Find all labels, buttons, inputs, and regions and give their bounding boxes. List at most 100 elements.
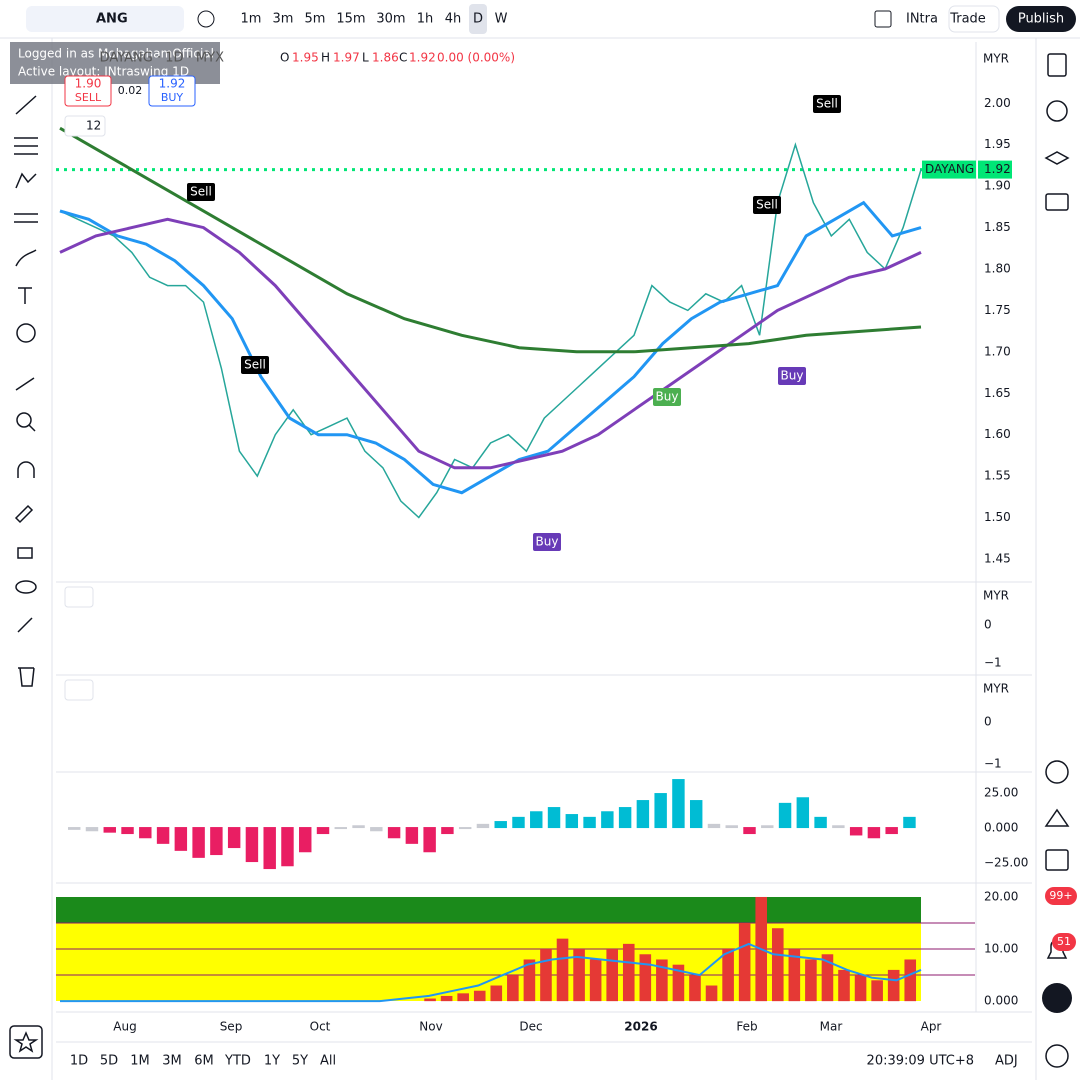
add-symbol[interactable] (197, 10, 215, 28)
histogram-bar (457, 993, 469, 1002)
histogram-bar (705, 985, 718, 1002)
histogram-bar (814, 816, 827, 829)
symbol-search[interactable] (26, 6, 184, 32)
range-button[interactable]: 6M (194, 1054, 214, 1069)
signal-box (753, 196, 781, 214)
histogram-bar (636, 800, 650, 829)
buy-price: 1.92 (159, 77, 186, 91)
price-tick-label: 1.55 (984, 469, 1011, 483)
histogram-bar (334, 827, 348, 830)
time-label: Aug (113, 1020, 136, 1034)
pane-tick-label: 10.00 (984, 942, 1018, 956)
histogram-bar (441, 827, 454, 835)
last-price-label: 1.92 (984, 162, 1011, 176)
badge-label: 99+ (1049, 889, 1072, 902)
legend-value: H (321, 51, 330, 65)
histogram-bar (725, 825, 738, 829)
signal-box (241, 356, 269, 374)
publish-label[interactable]: Publish (1018, 12, 1064, 27)
pane-tick-label: 0.000 (984, 994, 1018, 1008)
range-button[interactable]: 1D (70, 1054, 88, 1069)
histogram-bar (156, 827, 170, 844)
histogram-bar (281, 827, 294, 867)
pane-tick-label: −25.00 (984, 856, 1028, 870)
legend-symbol: DAYANG · 1D · MYX (100, 51, 225, 66)
currency[interactable]: MYR (983, 682, 1009, 696)
publish-button[interactable] (1006, 6, 1076, 32)
range-button[interactable]: YTD (224, 1054, 251, 1069)
histogram-bar (887, 969, 900, 1002)
histogram-bar (778, 802, 792, 829)
histogram-bar (103, 827, 116, 833)
pane-tick-label: 0 (984, 618, 992, 632)
fullscreen-icon[interactable] (874, 10, 892, 28)
histogram-bar (227, 827, 241, 849)
indicator-toggle[interactable] (64, 115, 106, 137)
badge (1052, 933, 1076, 951)
histogram-bar (263, 827, 276, 870)
histogram-bar (476, 823, 490, 829)
pane-tick-label: 0.000 (984, 821, 1018, 835)
adj-button[interactable]: ADJ (995, 1054, 1018, 1069)
interval-button[interactable]: 5m (305, 12, 326, 27)
interval-button[interactable]: W (495, 12, 508, 27)
histogram-bar (805, 959, 817, 1002)
histogram-bar (639, 954, 652, 1002)
histogram-bar (316, 827, 330, 835)
histogram-bar (370, 827, 383, 832)
legend-value: 0.00 (0.00%) (437, 51, 515, 65)
price-line (59, 200, 922, 495)
histogram-bar (885, 827, 898, 835)
time-label: Mar (820, 1020, 843, 1034)
range-button[interactable]: 1M (130, 1054, 150, 1069)
signal-box (653, 388, 681, 406)
pane-tick-label: −1 (984, 757, 1002, 771)
interval-button[interactable]: 1m (241, 12, 262, 27)
apps-button[interactable] (1042, 983, 1072, 1013)
histogram-bar (672, 964, 685, 1002)
active-interval (469, 4, 487, 34)
range-button[interactable]: 1Y (264, 1054, 280, 1069)
interval-button[interactable]: 1h (417, 12, 434, 27)
interval-button[interactable]: 30m (376, 12, 405, 27)
range-button[interactable]: 5D (100, 1054, 118, 1069)
last-price-symbol: DAYANG (925, 162, 974, 176)
legend-value: C (399, 51, 407, 65)
trade-button[interactable] (948, 5, 1000, 33)
symbol-name[interactable]: ANG (96, 12, 128, 27)
legend-value: 1.92 (409, 51, 436, 65)
time-label: Nov (419, 1020, 442, 1034)
signal-label: Sell (190, 185, 212, 199)
range-button[interactable]: 5Y (292, 1054, 308, 1069)
signal-label: Sell (244, 358, 266, 372)
buy-label: BUY (161, 91, 184, 104)
histogram-bar (867, 827, 881, 839)
histogram-bar (352, 825, 365, 829)
histogram-bar (299, 827, 312, 853)
indicator-count: 12 (86, 119, 101, 133)
range-button[interactable]: All (320, 1054, 336, 1069)
histogram-bar (387, 827, 401, 839)
interval-button[interactable]: 3m (273, 12, 294, 27)
currency[interactable]: MYR (983, 52, 1009, 66)
time-label: Apr (921, 1020, 942, 1034)
interval-button[interactable]: 15m (336, 12, 365, 27)
histogram-bar (601, 811, 614, 829)
range-button[interactable]: 3M (162, 1054, 182, 1069)
pane-toggle[interactable] (64, 586, 94, 608)
pane-toggle[interactable] (64, 679, 94, 701)
trade-label[interactable]: Trade (949, 12, 986, 27)
signal-box (778, 367, 806, 385)
histogram-bar (556, 938, 569, 1002)
histogram-bar (606, 949, 618, 1002)
interval-button[interactable]: D (473, 12, 483, 27)
layout-name[interactable]: INtra (906, 12, 938, 27)
right-sidebar-icons (1044, 53, 1070, 1068)
interval-button[interactable]: 4h (445, 12, 462, 27)
histogram-bar (796, 797, 810, 829)
histogram-bar (656, 959, 668, 1002)
histogram-bar (473, 990, 486, 1002)
currency[interactable]: MYR (983, 589, 1009, 603)
histogram-bar (523, 959, 536, 1002)
badge (1045, 887, 1077, 905)
